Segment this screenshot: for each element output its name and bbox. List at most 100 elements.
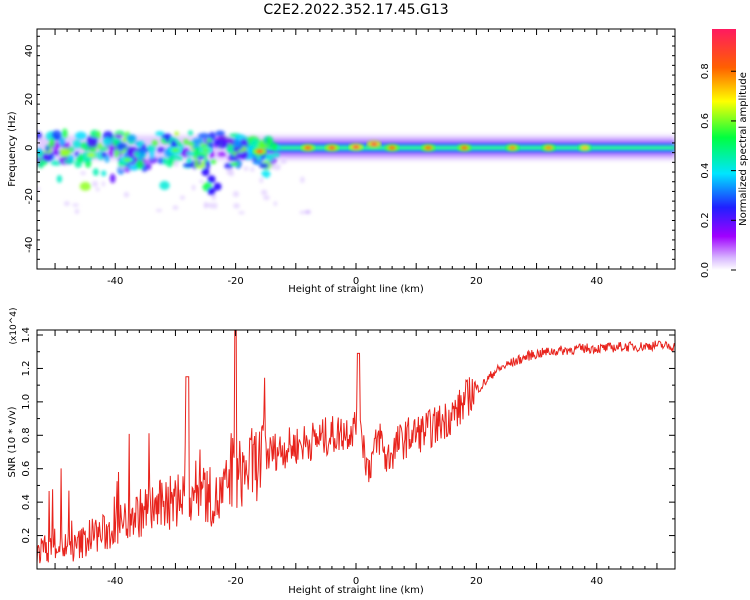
spectral-tail: [207, 187, 216, 196]
spectral-blob: [261, 169, 271, 178]
spectral-blob: [72, 139, 82, 149]
y-tick-label: 0.8: [21, 427, 32, 443]
y-tick-label: -40: [24, 237, 35, 253]
spectral-blob: [230, 162, 240, 167]
hot-spot: [352, 145, 360, 150]
spectral-blob: [205, 160, 211, 170]
spectral-blob: [252, 160, 263, 165]
y-tick-label: -20: [24, 188, 35, 204]
hot-spot: [580, 145, 589, 150]
spectral-speckle: [123, 191, 130, 198]
spectral-blob: [135, 159, 145, 170]
spectral-blob: [43, 154, 48, 160]
spectral-speckle: [238, 211, 245, 215]
spectral-speckle: [259, 177, 264, 184]
spectral-speckle: [232, 191, 240, 198]
spectral-blob: [146, 162, 152, 170]
spectral-blob: [259, 162, 269, 169]
figure-title: C2E2.2022.352.17.45.G13: [263, 2, 448, 18]
hot-spot: [370, 142, 379, 147]
spectral-speckle: [274, 164, 280, 171]
colorbar-ticks: 0.0 0.2 0.4 0.6 0.8: [700, 63, 736, 278]
spectral-blob: [214, 139, 220, 145]
spectral-speckle: [263, 195, 270, 201]
spectral-blob: [151, 139, 158, 147]
hot-spot: [303, 145, 312, 150]
spectral-tail: [213, 182, 222, 191]
spectral-speckle: [101, 181, 106, 187]
spectral-blob: [126, 134, 137, 142]
spectral-blob: [156, 147, 165, 153]
hot-spot: [87, 153, 96, 158]
snr-xlabel: Height of straight line (km): [288, 585, 424, 596]
spectral-blob: [92, 168, 99, 176]
snr-series-line: [37, 330, 675, 564]
spectral-blob: [265, 137, 272, 146]
hot-spot: [201, 148, 210, 153]
spectral-blob: [108, 149, 115, 158]
spectral-speckle: [260, 189, 268, 196]
spectral-blob: [172, 155, 183, 162]
spectral-blob: [58, 137, 66, 147]
hot-spot: [388, 145, 397, 150]
spectral-blob: [86, 138, 98, 148]
y-tick-label: 0.2: [21, 528, 32, 544]
spectral-blob: [53, 135, 60, 141]
spectral-blob: [49, 137, 55, 148]
spectrogram-ylabel: Frequency (Hz): [7, 111, 18, 187]
x-tick-label: -40: [107, 276, 123, 287]
x-tick-label: 40: [590, 276, 603, 287]
spectral-blob: [75, 131, 87, 140]
y-tick-label: 0.6: [21, 461, 32, 477]
spectral-speckle: [179, 195, 185, 200]
spectral-blob: [79, 181, 91, 191]
spectral-blob: [215, 130, 225, 137]
spectral-blob: [63, 159, 75, 164]
spectral-blob: [232, 138, 240, 148]
spectrogram-content: [37, 128, 675, 215]
snr-ylabel: SNR (10 * v/v): [7, 406, 18, 477]
colorbar-tick-label: 0.6: [700, 113, 711, 129]
spectral-speckle: [173, 160, 179, 167]
spectral-blob: [128, 147, 139, 152]
spectral-speckle: [280, 158, 287, 165]
spectral-speckle: [243, 166, 249, 171]
spectral-blob: [102, 137, 113, 147]
spectral-tail: [207, 175, 216, 184]
snr-axes: -40 -20 0 20 40 0.2 0.4 0.6 0.8 1.0 1.2 1.4: [21, 327, 675, 587]
spectral-speckle: [209, 202, 214, 209]
spectral-speckle: [299, 210, 306, 215]
hot-spot: [424, 145, 433, 150]
spectral-blob: [37, 160, 45, 169]
spectral-blob: [116, 142, 128, 150]
spectral-speckle: [203, 201, 208, 209]
spectral-blob: [101, 170, 107, 177]
spectral-blob: [174, 131, 179, 136]
spectral-blob: [139, 149, 146, 157]
spectral-speckle: [250, 167, 255, 172]
spectral-blob: [161, 133, 172, 140]
spectral-speckle: [273, 201, 278, 207]
y-tick-label: 40: [24, 44, 35, 57]
spectral-blob: [74, 151, 79, 157]
spectral-speckle: [198, 180, 204, 184]
hot-spot: [171, 148, 180, 153]
spectral-blob: [122, 137, 127, 143]
y-tick-label: 0: [24, 145, 35, 151]
snr-frame: [36, 329, 676, 570]
spectral-speckle: [228, 170, 235, 177]
spectral-blob: [59, 147, 71, 157]
spectral-blob: [98, 146, 109, 151]
x-tick-label: 20: [470, 276, 483, 287]
colorbar-label: Normalized spectral amplitude: [738, 72, 749, 226]
spectral-tail: [201, 168, 210, 177]
hot-spot: [460, 145, 469, 150]
y-tick-label: 0.4: [21, 494, 32, 510]
spectral-speckle: [155, 208, 163, 213]
spectral-blob: [149, 149, 154, 160]
colorbar-tick-label: 0.8: [700, 63, 711, 79]
spectral-speckle: [213, 202, 218, 210]
spectral-blob: [257, 155, 262, 161]
y-tick-label: 1.2: [21, 360, 32, 376]
